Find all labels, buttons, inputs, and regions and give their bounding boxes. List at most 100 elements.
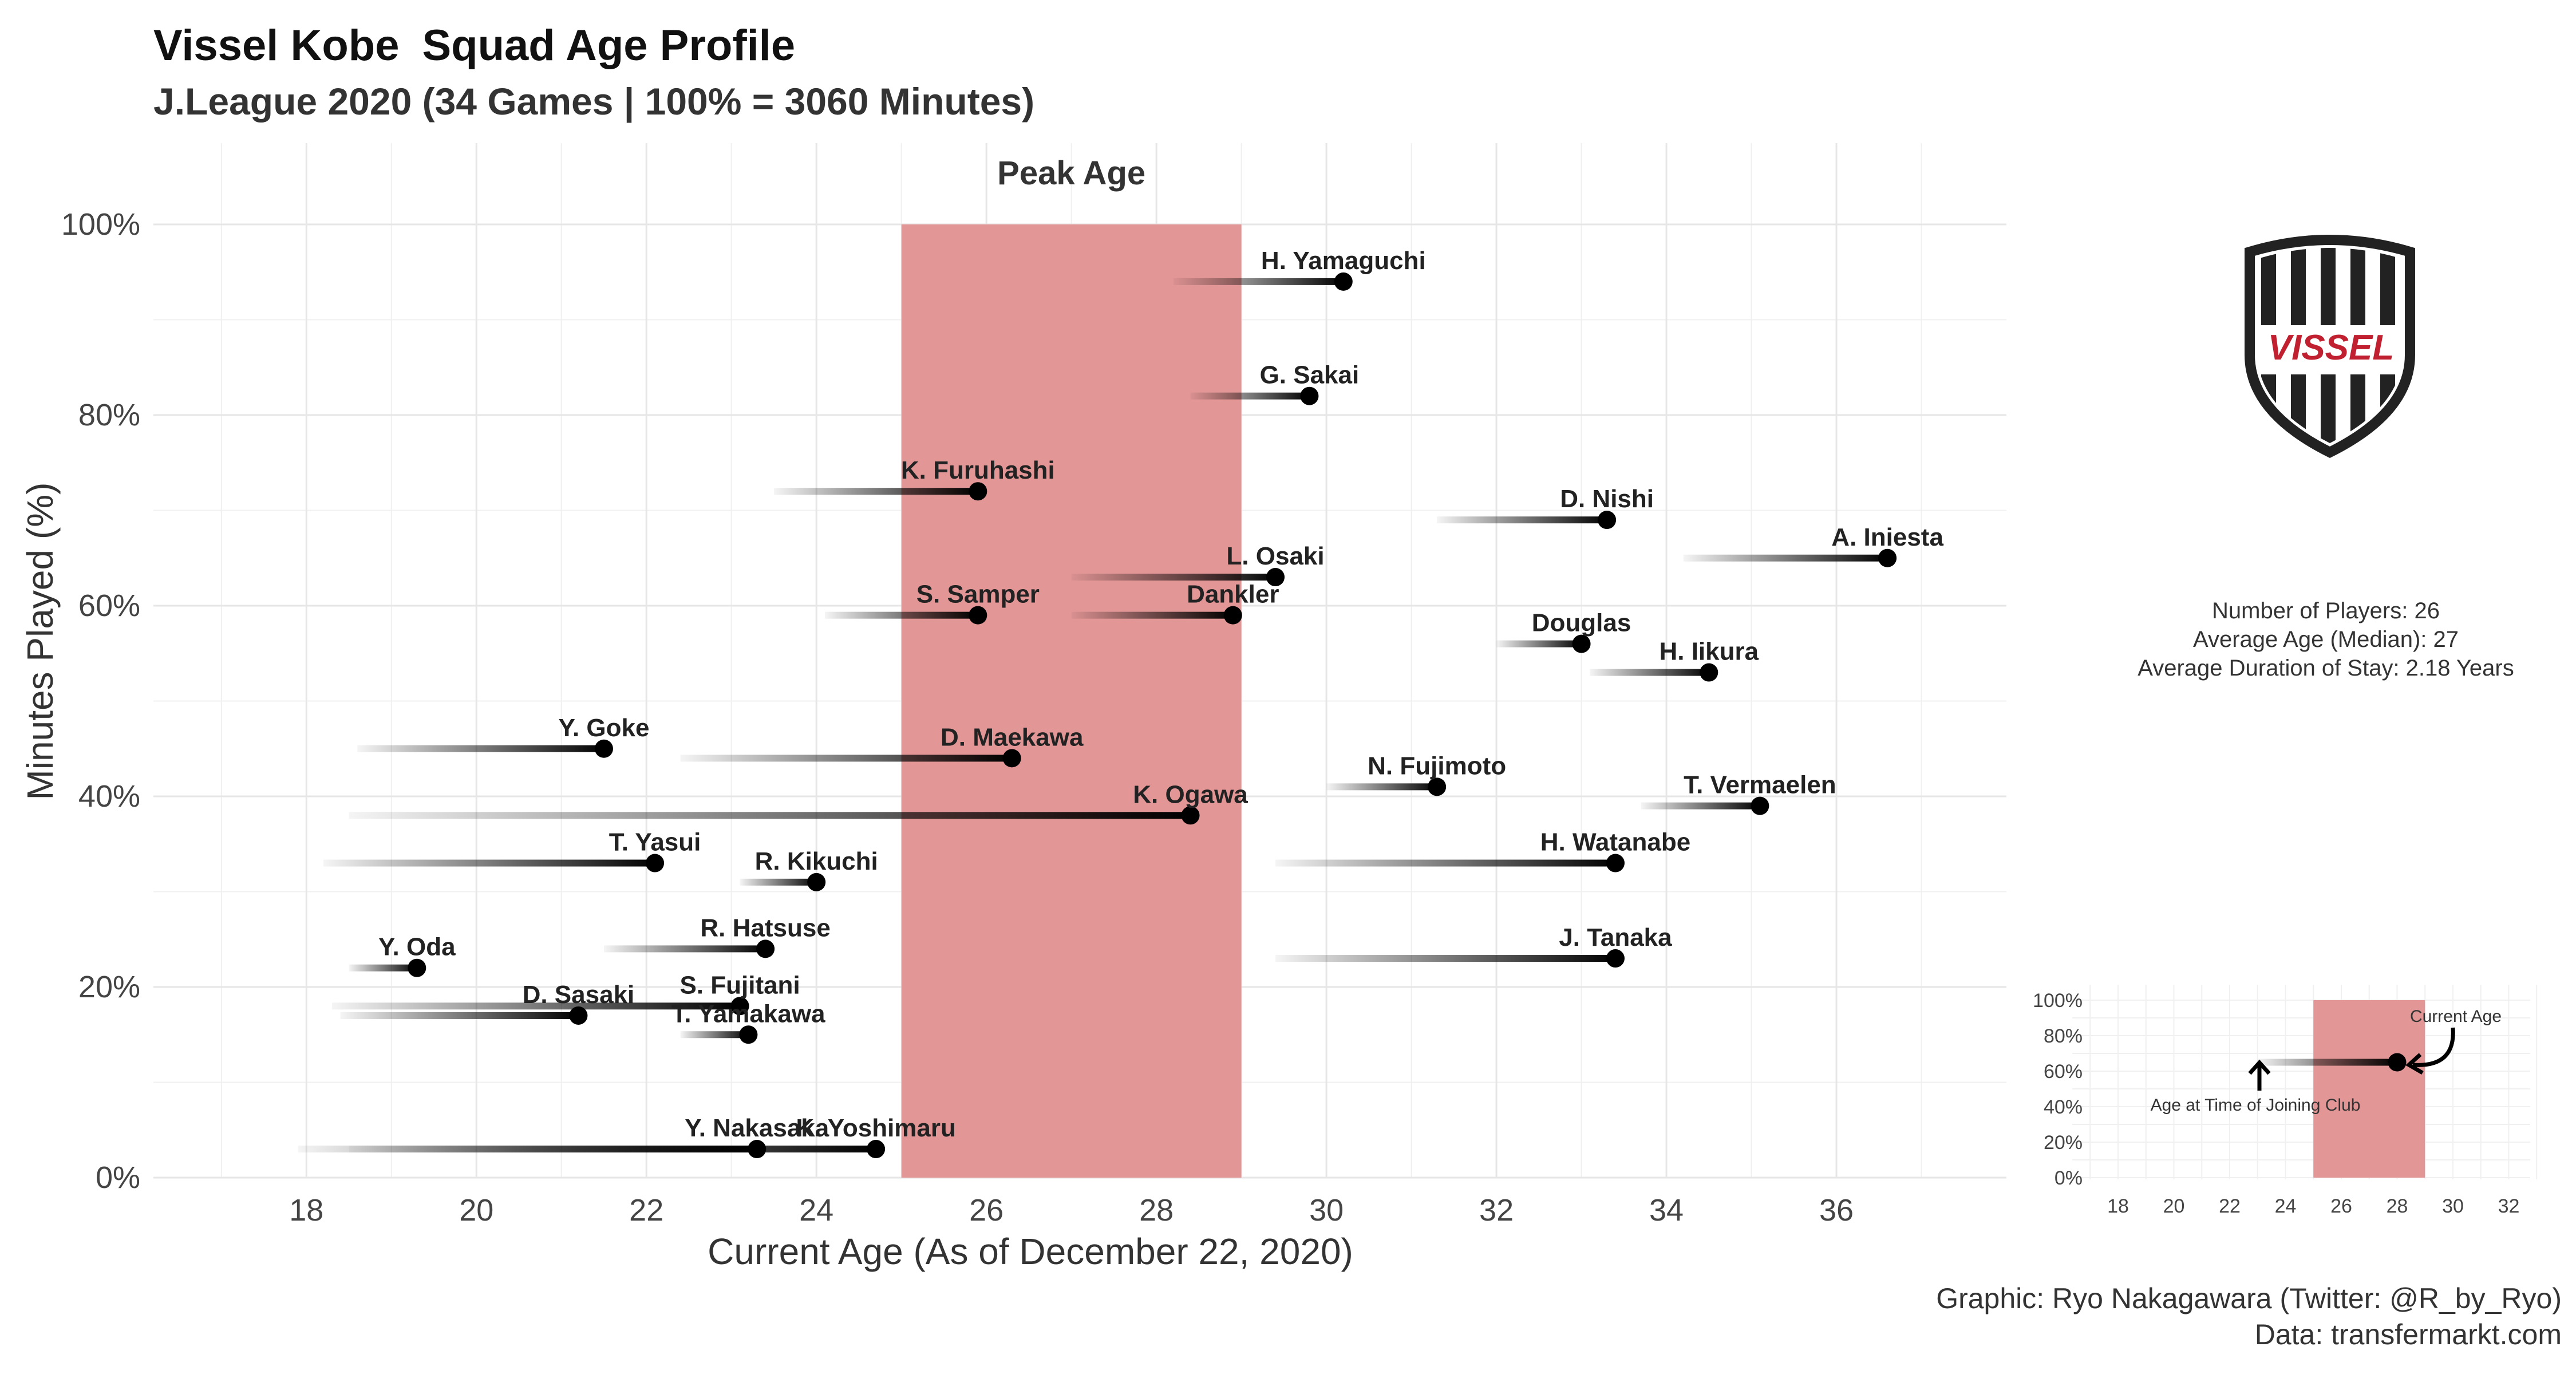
tenure-segment (1683, 554, 1888, 562)
x-tick-label: 26 (969, 1193, 1003, 1227)
peak-age-rect (901, 224, 1242, 1178)
y-tick-label: 80% (78, 398, 140, 432)
legend-x-ticks: 18 20 22 24 26 28 30 32 (2107, 1195, 2519, 1217)
player-label: T. Vermaelen (1684, 771, 1836, 799)
player-point (969, 482, 987, 501)
tenure-segment (1275, 955, 1615, 962)
player-labels: H. Yamaguchi G. Sakai K. Furuhashi D. Nishi… (378, 247, 1943, 1142)
player-point (1428, 777, 1447, 796)
tenure-segment (1071, 574, 1276, 581)
tenure-segment (603, 945, 766, 953)
y-axis-ticks: 0% 20% 40% 60% 80% 100% (61, 207, 140, 1195)
legend-x-tick: 18 (2107, 1195, 2129, 1217)
tenure-segment (1496, 640, 1582, 647)
tenure-segment (1326, 783, 1437, 791)
player-point (748, 1140, 767, 1159)
player-point (756, 939, 775, 958)
player-point (867, 1140, 886, 1159)
player-label: Y. Goke (558, 714, 649, 742)
tenure-segment (1641, 802, 1760, 810)
player-label: Douglas (1532, 609, 1631, 637)
player-point (646, 854, 665, 872)
player-point (739, 1025, 758, 1044)
player-label: R. Kikuchi (755, 847, 878, 875)
player-label: D. Nishi (1560, 485, 1654, 513)
player-label: D. Sasaki (523, 981, 635, 1009)
legend-joined-label: Age at Time of Joining Club (2151, 1096, 2361, 1115)
tenure-segment (680, 755, 1012, 762)
legend-x-tick: 24 (2275, 1195, 2297, 1217)
player-point (594, 739, 613, 758)
tenure-segment (825, 611, 978, 619)
x-axis-label: Current Age (As of December 22, 2020) (708, 1231, 1353, 1272)
player-point (1606, 949, 1625, 968)
legend-current-arrowhead (2405, 1053, 2424, 1075)
tenure-segment (349, 812, 1191, 819)
y-tick-label: 0% (96, 1160, 140, 1195)
tenure-segment (773, 488, 978, 495)
tenure-segment (340, 1012, 579, 1019)
player-label: L. Osaki (1226, 542, 1324, 570)
x-tick-label: 30 (1309, 1193, 1344, 1227)
tenure-segment (680, 1031, 749, 1039)
player-label: N. Fujimoto (1368, 752, 1506, 780)
legend-y-tick: 60% (2044, 1061, 2083, 1083)
legend-y-tick: 40% (2044, 1096, 2083, 1118)
player-point (1223, 606, 1242, 625)
peak-age-label: Peak Age (997, 155, 1145, 192)
legend-example-point (2388, 1053, 2407, 1072)
x-tick-label: 28 (1139, 1193, 1174, 1227)
player-label: T. Yamakawa (671, 1000, 825, 1028)
player-point (1572, 634, 1591, 653)
player-point (1334, 272, 1353, 291)
player-point (1878, 548, 1897, 567)
player-points (408, 272, 1897, 1159)
x-tick-label: 22 (629, 1193, 663, 1227)
player-point (807, 872, 826, 891)
x-tick-label: 32 (1479, 1193, 1514, 1227)
x-tick-label: 34 (1649, 1193, 1684, 1227)
tenure-segment (349, 964, 417, 972)
y-tick-label: 100% (61, 207, 140, 242)
tenure-segments (298, 278, 1888, 1153)
player-point (1002, 749, 1021, 768)
legend-y-tick: 0% (2055, 1167, 2083, 1189)
player-point (1181, 806, 1200, 825)
player-point (730, 997, 749, 1016)
legend-y-tick: 80% (2044, 1025, 2083, 1047)
tenure-segment (331, 1002, 740, 1010)
chart-subtitle: J.League 2020 (34 Games | 100% = 3060 Mi… (153, 80, 1034, 124)
legend-y-tick: 100% (2033, 990, 2083, 1012)
legend-example-segment (2257, 1059, 2397, 1066)
player-point (1266, 568, 1285, 587)
tenure-segment (1071, 611, 1233, 619)
legend-x-tick: 20 (2163, 1195, 2185, 1217)
team-name: Vissel Kobe (153, 21, 399, 70)
summary-players: Number of Players: 26 (2212, 598, 2440, 623)
player-label: G. Sakai (1260, 361, 1360, 389)
tenure-segment (740, 878, 817, 886)
player-label: D. Maekawa (941, 723, 1084, 751)
player-point (569, 1006, 588, 1025)
peak-age-band (901, 224, 1242, 1178)
tenure-segment (323, 859, 655, 867)
tenure-segment (1437, 516, 1607, 524)
tenure-segment (1275, 859, 1615, 867)
summary-median-age: Average Age (Median): 27 (2193, 627, 2459, 652)
y-tick-label: 40% (78, 779, 140, 814)
chart-title: Vissel Kobe Squad Age Profile (153, 21, 795, 70)
legend-x-tick: 26 (2330, 1195, 2352, 1217)
y-axis-label: Minutes Played (%) (19, 483, 61, 800)
player-point (1300, 386, 1319, 405)
x-tick-label: 24 (799, 1193, 833, 1227)
player-point (408, 958, 426, 977)
tenure-segment (298, 1146, 757, 1153)
caption-graphic: Graphic: Ryo Nakagawara (Twitter: @R_by_… (1936, 1282, 2562, 1314)
player-label: Y. Nakasaka (685, 1114, 829, 1142)
tenure-segment (357, 745, 604, 752)
player-label: T. Yasui (609, 828, 701, 856)
player-label: K. Ogawa (1133, 780, 1248, 808)
logo-text: VISSEL (2268, 328, 2395, 368)
player-label: K. Yoshimaru (796, 1114, 956, 1142)
player-label: K. Furuhashi (901, 456, 1055, 484)
